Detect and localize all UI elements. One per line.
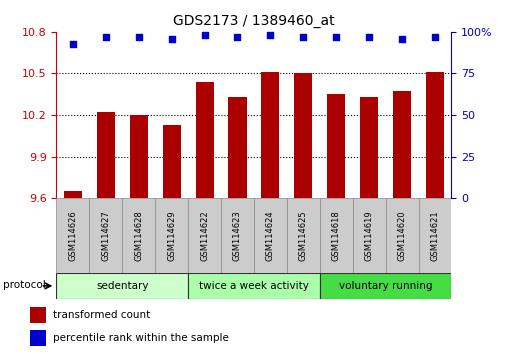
Text: GSM114628: GSM114628 (134, 210, 143, 261)
Bar (130, 115, 148, 198)
Bar (360, 97, 378, 198)
Bar (294, 74, 312, 198)
Text: GSM114629: GSM114629 (167, 210, 176, 261)
Text: GSM114618: GSM114618 (332, 210, 341, 261)
Point (431, 34, 439, 40)
Text: GSM114622: GSM114622 (200, 210, 209, 261)
Bar (30, 307, 46, 324)
Point (102, 34, 110, 40)
Bar (393, 91, 411, 198)
Point (299, 34, 307, 40)
Text: GSM114620: GSM114620 (398, 210, 407, 261)
Bar (261, 72, 280, 198)
Bar (221, 198, 254, 273)
Text: GSM114623: GSM114623 (233, 210, 242, 261)
Bar (254, 198, 287, 273)
Bar (426, 72, 444, 198)
Text: transformed count: transformed count (53, 310, 151, 320)
Bar (320, 273, 451, 299)
Title: GDS2173 / 1389460_at: GDS2173 / 1389460_at (173, 14, 335, 28)
Text: voluntary running: voluntary running (339, 281, 432, 291)
Text: protocol: protocol (3, 280, 46, 290)
Bar (155, 198, 188, 273)
Point (168, 36, 176, 41)
Point (201, 32, 209, 38)
Bar (122, 198, 155, 273)
Text: GSM114625: GSM114625 (299, 210, 308, 261)
Bar (64, 191, 82, 198)
Bar (30, 330, 46, 346)
Bar (419, 198, 451, 273)
Bar (188, 273, 320, 299)
Point (69, 41, 77, 46)
Text: GSM114619: GSM114619 (365, 210, 373, 261)
Point (233, 34, 242, 40)
Point (266, 32, 274, 38)
Point (332, 34, 340, 40)
Bar (327, 94, 345, 198)
Bar (163, 125, 181, 198)
Bar (195, 82, 213, 198)
Text: sedentary: sedentary (96, 281, 149, 291)
Bar (228, 97, 247, 198)
Bar (56, 273, 188, 299)
Bar (89, 198, 122, 273)
Bar (188, 198, 221, 273)
Text: GSM114627: GSM114627 (101, 210, 110, 261)
Bar (353, 198, 386, 273)
Text: GSM114626: GSM114626 (68, 210, 77, 261)
Point (134, 34, 143, 40)
Bar (386, 198, 419, 273)
Bar (320, 198, 353, 273)
Text: percentile rank within the sample: percentile rank within the sample (53, 333, 229, 343)
Bar (287, 198, 320, 273)
Text: twice a week activity: twice a week activity (199, 281, 309, 291)
Point (365, 34, 373, 40)
Text: GSM114621: GSM114621 (430, 210, 440, 261)
Bar (97, 112, 115, 198)
Bar (56, 198, 89, 273)
Point (398, 36, 406, 41)
Text: GSM114624: GSM114624 (266, 210, 275, 261)
